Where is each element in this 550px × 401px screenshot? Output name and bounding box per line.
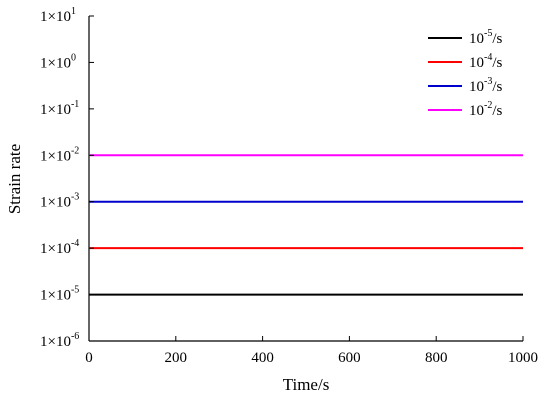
y-tick-label: 1×101 bbox=[40, 6, 76, 25]
legend: 10-5/s 10-4/s 10-3/s 10-2/s bbox=[428, 28, 503, 119]
y-axis: 1×10-6 1×10-5 1×10-4 1×10-3 1×10-2 1×10-1 1×10… bbox=[40, 6, 94, 350]
x-axis: 0 200 400 600 800 1000 bbox=[85, 336, 538, 366]
y-tick-label: 1×100 bbox=[40, 52, 76, 71]
y-tick-label: 1×10-2 bbox=[40, 145, 79, 164]
plot-frame bbox=[88, 16, 523, 342]
x-tick-label: 0 bbox=[85, 350, 93, 366]
x-tick-label: 600 bbox=[338, 350, 361, 366]
legend-label-4: 10-2/s bbox=[469, 100, 503, 119]
legend-label-1: 10-5/s bbox=[469, 28, 503, 47]
y-axis-title: Strain rate bbox=[5, 144, 24, 214]
x-tick-label: 400 bbox=[251, 350, 274, 366]
y-tick-label: 1×10-5 bbox=[40, 285, 79, 304]
x-axis-title: Time/s bbox=[283, 375, 330, 394]
legend-label-3: 10-3/s bbox=[469, 76, 503, 95]
x-tick-label: 200 bbox=[165, 350, 188, 366]
y-tick-label: 1×10-4 bbox=[40, 238, 79, 257]
legend-label-2: 10-4/s bbox=[469, 52, 503, 71]
x-tick-label: 1000 bbox=[508, 350, 538, 366]
y-tick-label: 1×10-6 bbox=[40, 331, 79, 350]
x-tick-label: 800 bbox=[425, 350, 448, 366]
y-tick-label: 1×10-3 bbox=[40, 192, 79, 211]
series-layer bbox=[89, 154, 523, 296]
y-tick-label: 1×10-1 bbox=[40, 99, 79, 118]
